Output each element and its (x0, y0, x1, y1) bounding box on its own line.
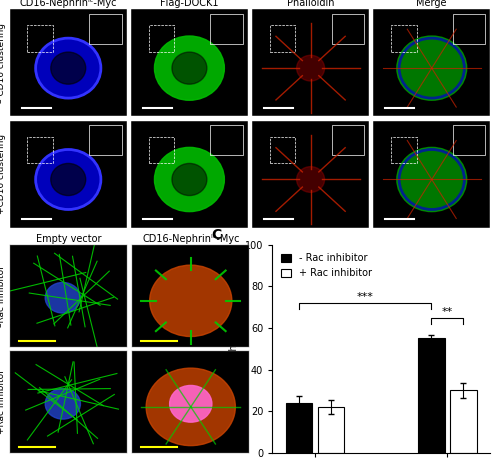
Y-axis label: –Rac inhibitor: –Rac inhibitor (0, 265, 6, 327)
Circle shape (296, 55, 324, 81)
Bar (89, 125, 122, 155)
Circle shape (146, 368, 236, 446)
Title: Merge: Merge (416, 0, 447, 8)
Circle shape (45, 282, 80, 313)
Title: Empty vector: Empty vector (36, 234, 102, 244)
Y-axis label: +Rac inhibitor: +Rac inhibitor (0, 369, 6, 434)
Bar (450, 390, 476, 453)
Bar (28, 25, 53, 52)
Bar (210, 13, 243, 43)
Text: C: C (212, 228, 222, 242)
Title: CD16-Nephrinᴵᶜ-Myc: CD16-Nephrinᴵᶜ-Myc (142, 234, 240, 244)
Y-axis label: % of cells with lamellipodia: % of cells with lamellipodia (230, 282, 239, 415)
Y-axis label: +CD16 clustering: +CD16 clustering (0, 134, 6, 214)
Circle shape (51, 52, 86, 84)
Bar (452, 125, 486, 155)
Circle shape (172, 52, 207, 84)
Title: Flag-DOCK1: Flag-DOCK1 (160, 0, 218, 8)
Y-axis label: – CD16 clustering: – CD16 clustering (0, 23, 6, 103)
Bar (148, 25, 174, 52)
Bar (332, 125, 364, 155)
Text: ***: *** (356, 292, 374, 302)
Circle shape (36, 38, 101, 98)
Bar (391, 137, 416, 164)
Bar (286, 403, 312, 453)
Circle shape (397, 147, 466, 212)
Circle shape (36, 150, 101, 209)
Circle shape (45, 389, 80, 419)
Title: Phalloidin: Phalloidin (287, 0, 335, 8)
Bar (318, 407, 344, 453)
Legend: - Rac inhibitor, + Rac inhibitor: - Rac inhibitor, + Rac inhibitor (277, 249, 376, 282)
Circle shape (154, 147, 224, 212)
Bar (89, 13, 122, 43)
Circle shape (150, 265, 232, 336)
Circle shape (170, 385, 212, 422)
Text: **: ** (442, 306, 453, 316)
Title: CD16-Nephrinᴵᶜ-Myc: CD16-Nephrinᴵᶜ-Myc (20, 0, 117, 8)
Circle shape (172, 164, 207, 195)
Bar (332, 13, 364, 43)
Bar (148, 137, 174, 164)
Circle shape (51, 164, 86, 195)
Circle shape (154, 36, 224, 100)
Bar (391, 25, 416, 52)
Bar (210, 125, 243, 155)
Bar (418, 338, 444, 453)
Bar (270, 25, 295, 52)
Circle shape (397, 36, 466, 100)
Bar (28, 137, 53, 164)
Circle shape (296, 167, 324, 192)
Bar (270, 137, 295, 164)
Bar (452, 13, 486, 43)
